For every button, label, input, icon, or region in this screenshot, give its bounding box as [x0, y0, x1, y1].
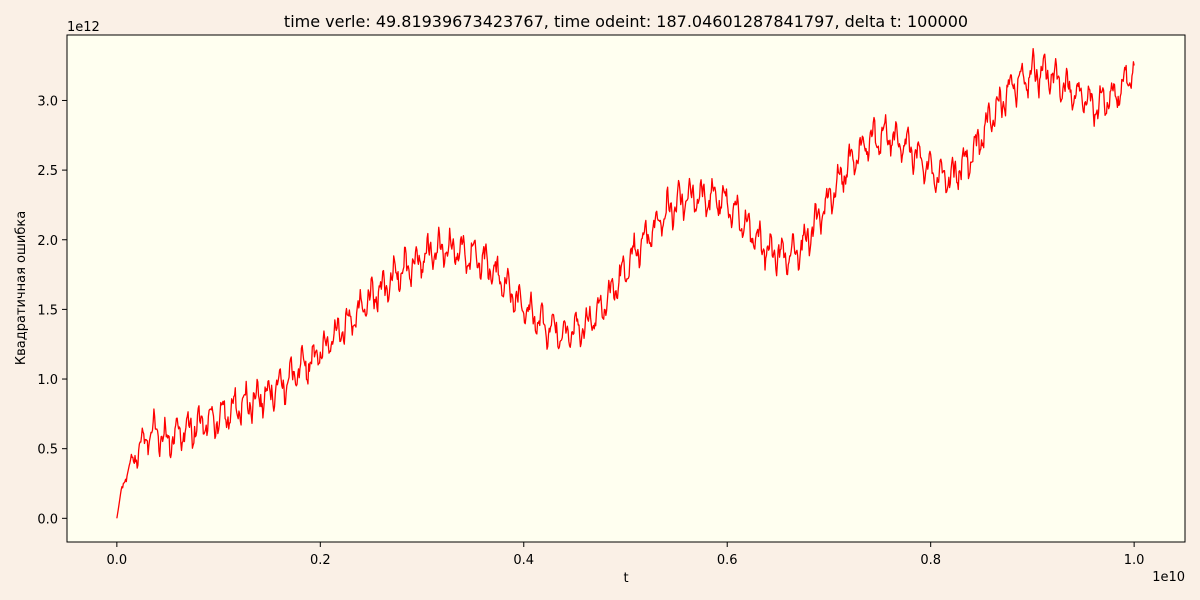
series-line [116, 47, 1135, 519]
y-axis-label: Квадратичная ошибка [14, 211, 29, 365]
y-tick-label: 1.5 [37, 303, 58, 318]
y-tick-label: 2.5 [37, 164, 58, 179]
y-tick-label: 1.0 [37, 373, 58, 388]
chart-title: time verle: 49.81939673423767, time odei… [284, 12, 968, 31]
x-tick-label: 0.4 [513, 553, 534, 568]
y-tick-label: 0.5 [37, 443, 58, 458]
x-tick-label: 0.8 [920, 553, 941, 568]
y-tick-label: 0.0 [37, 512, 58, 527]
y-tick-label: 3.0 [37, 94, 58, 109]
x-axis-label: t [623, 571, 628, 586]
x-tick-label: 0.6 [717, 553, 738, 568]
axes-frame [66, 34, 1186, 543]
y-offset-label: 1e12 [67, 20, 100, 35]
plot-area [67, 35, 1185, 542]
x-offset-label: 1e10 [1152, 570, 1185, 585]
x-tick-label: 0.2 [310, 553, 331, 568]
x-tick-label: 0.0 [107, 553, 128, 568]
y-tick-label: 2.0 [37, 234, 58, 249]
x-tick-label: 1.0 [1124, 553, 1145, 568]
